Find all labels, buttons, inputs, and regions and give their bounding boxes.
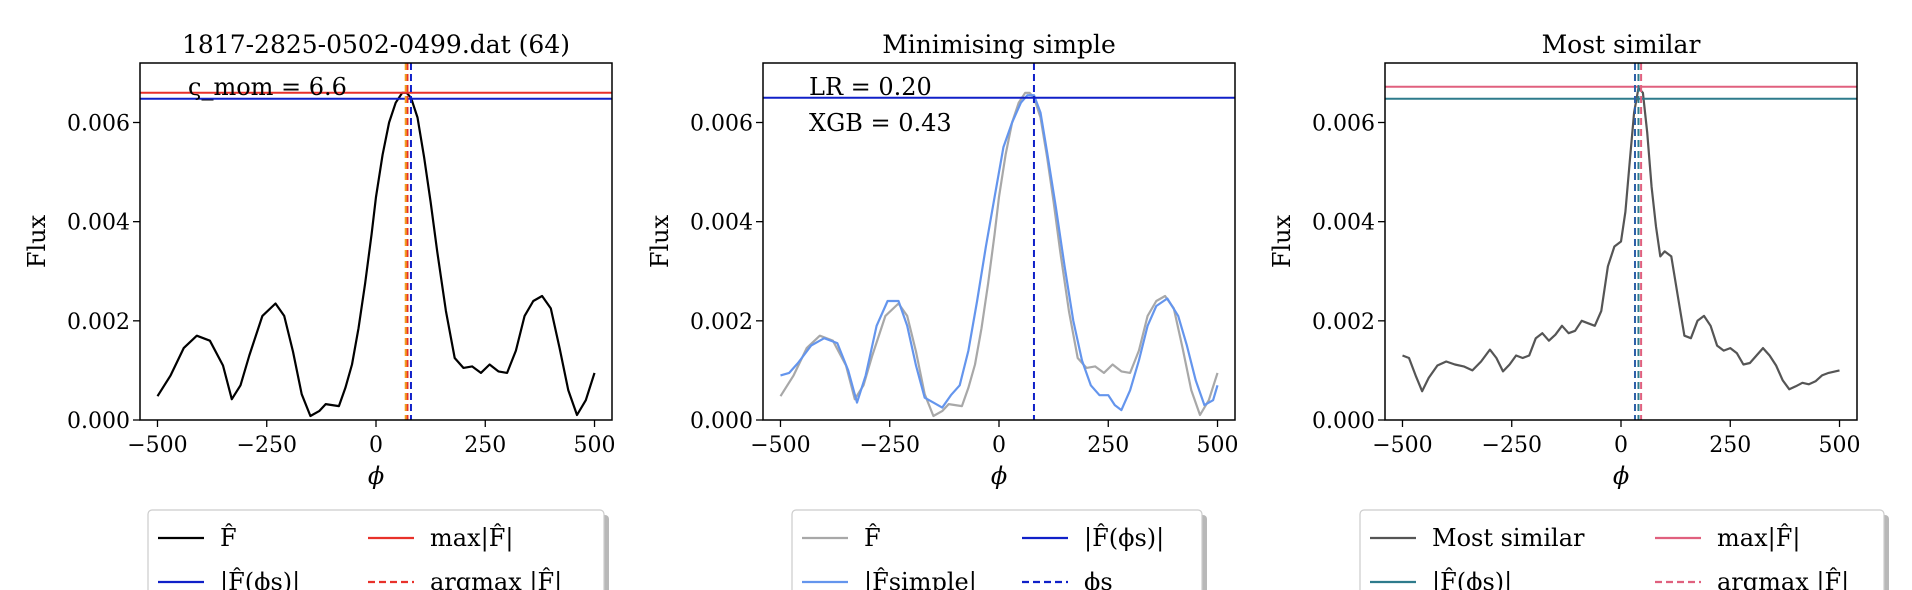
- y-tick-label: 0.002: [1312, 310, 1375, 335]
- y-tick-label: 0.000: [67, 409, 130, 434]
- y-tick-label: 0.002: [690, 310, 753, 335]
- chart-panel-2: −500 −250 0 250 500 0.000 0.002 0.004 0.006 Minim…: [646, 30, 1239, 590]
- legend-label: F̂: [220, 524, 237, 552]
- plot-area: [1385, 63, 1857, 420]
- legend-label: ϕs: [1084, 568, 1113, 590]
- legend-label: Most similar: [1432, 524, 1585, 552]
- x-axis-label: ϕ: [368, 462, 384, 490]
- x-tick-label: −500: [750, 433, 810, 458]
- legend-label: |F̂(ϕs)|: [1084, 524, 1164, 553]
- y-tick-label: 0.000: [1312, 409, 1375, 434]
- legend-label: argmax |F̂|: [430, 568, 562, 590]
- y-tick-label: 0.004: [67, 211, 130, 236]
- x-tick-label: 500: [1819, 433, 1861, 458]
- legend-label: max|F̂|: [430, 524, 513, 553]
- y-axis-label: Flux: [23, 214, 51, 268]
- x-tick-label: 500: [1197, 433, 1239, 458]
- x-tick-label: 500: [574, 433, 616, 458]
- plot-area: [140, 63, 612, 420]
- x-tick-label: −500: [1372, 433, 1432, 458]
- legend-label: |F̂(ϕs)|: [220, 568, 300, 590]
- x-tick-label: 250: [1087, 433, 1129, 458]
- y-tick-label: 0.004: [1312, 211, 1375, 236]
- y-tick-label: 0.004: [690, 211, 753, 236]
- chart-title: 1817-2825-0502-0499.dat (64): [182, 30, 570, 59]
- x-tick-label: 250: [1709, 433, 1751, 458]
- series-line-2: [780, 94, 1219, 412]
- x-tick-label: 0: [369, 433, 383, 458]
- legend-box: [1359, 509, 1885, 590]
- annotation-text: ς_mom = 6.6: [188, 73, 347, 101]
- legend-label: |F̂simple|: [864, 568, 977, 590]
- y-axis-label: Flux: [646, 214, 674, 268]
- annotation-line: LR = 0.20: [809, 73, 932, 101]
- x-tick-label: −250: [860, 433, 920, 458]
- x-tick-label: 0: [992, 433, 1006, 458]
- x-axis-label: ϕ: [991, 462, 1007, 490]
- y-tick-label: 0.002: [67, 310, 130, 335]
- x-tick-label: 250: [464, 433, 506, 458]
- series-line-1: [156, 91, 596, 418]
- x-tick-label: −250: [237, 433, 297, 458]
- chart-title: Most similar: [1542, 30, 1701, 59]
- x-axis-label: ϕ: [1613, 462, 1629, 490]
- y-tick-label: 0.000: [690, 409, 753, 434]
- legend-label: F̂: [864, 524, 881, 552]
- y-tick-label: 0.006: [1312, 112, 1375, 137]
- legend: F̂ max|F̂| |F̂(ϕs)| argmax |F̂|: [147, 509, 609, 590]
- plot-area: [763, 63, 1235, 420]
- x-tick-label: −500: [127, 433, 187, 458]
- chart-panel-1: −500 −250 0 250 500 0.000 0.002 0.004 0.006 1817-…: [23, 30, 616, 590]
- y-axis-label: Flux: [1268, 214, 1296, 268]
- annotation-line: XGB = 0.43: [809, 109, 952, 137]
- y-tick-label: 0.006: [67, 112, 130, 137]
- legend-box: [147, 509, 605, 590]
- legend-label: argmax |F̂|: [1717, 568, 1849, 590]
- y-tick-label: 0.006: [690, 112, 753, 137]
- chart-panel-3: −500 −250 0 250 500 0.000 0.002 0.004 0.006 Most …: [1268, 30, 1889, 590]
- x-tick-label: −250: [1482, 433, 1542, 458]
- legend-label: max|F̂|: [1717, 524, 1800, 553]
- x-tick-label: 0: [1614, 433, 1628, 458]
- axes-frame: [139, 62, 613, 421]
- legend: F̂ |F̂(ϕs)| |F̂simple| ϕs: [791, 509, 1207, 590]
- legend-box: [791, 509, 1203, 590]
- legend: Most similar max|F̂| |F̂(ϕs)| argmax |F̂|: [1359, 509, 1889, 590]
- series-line-1: [1402, 86, 1840, 393]
- legend-label: |F̂(ϕs)|: [1432, 568, 1512, 590]
- chart-title: Minimising simple: [882, 30, 1116, 59]
